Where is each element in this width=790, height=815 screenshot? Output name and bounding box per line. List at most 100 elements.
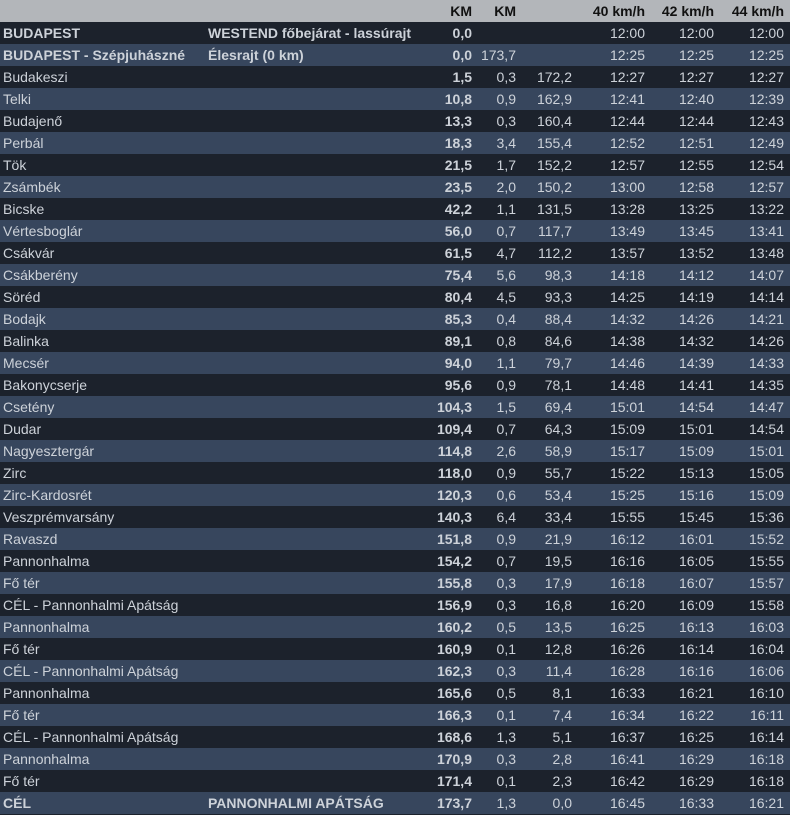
- station-name: Budajenő: [3, 113, 63, 129]
- km-remaining: 11,4: [545, 663, 572, 679]
- time-40kmh: 12:00: [609, 25, 645, 41]
- time-40kmh: 16:33: [609, 685, 645, 701]
- time-44kmh: 15:05: [748, 465, 784, 481]
- km-remaining: 17,9: [544, 575, 572, 591]
- km-segment: 0,7: [496, 421, 516, 437]
- time-44kmh: 14:33: [748, 355, 784, 371]
- time-44kmh: 14:26: [748, 333, 784, 349]
- station-name: Pannonhalma: [3, 553, 90, 569]
- km-segment: 1,1: [496, 355, 516, 371]
- table-row: Perbál 18,3 3,4 155,4 12:52 12:51 12:49: [0, 132, 790, 154]
- table-row: Pannonhalma 154,2 0,7 19,5 16:16 16:05 15:55: [0, 550, 790, 572]
- km-segment: 0,9: [496, 465, 516, 481]
- km-remaining: 160,4: [536, 113, 572, 129]
- time-44kmh: 13:41: [748, 223, 784, 239]
- time-42kmh: 16:29: [678, 751, 714, 767]
- header-km2: KM: [494, 3, 516, 19]
- time-44kmh: 16:04: [748, 641, 784, 657]
- km-remaining: 131,5: [536, 201, 572, 217]
- time-42kmh: 13:52: [678, 245, 714, 261]
- km-segment: 6,4: [496, 509, 516, 525]
- time-44kmh: 15:58: [748, 597, 784, 613]
- km-segment: 2,6: [496, 443, 516, 459]
- time-42kmh: 14:26: [678, 311, 714, 327]
- time-42kmh: 16:25: [678, 729, 714, 745]
- time-44kmh: 16:06: [748, 663, 784, 679]
- table-row: Mecsér 94,0 1,1 79,7 14:46 14:39 14:33: [0, 352, 790, 374]
- time-42kmh: 12:00: [678, 25, 714, 41]
- km-remaining: 21,9: [544, 531, 572, 547]
- km-cumulative: 155,8: [436, 575, 472, 591]
- km-cumulative: 23,5: [444, 179, 472, 195]
- station-name: Csákvár: [3, 245, 55, 261]
- station-name: CÉL - Pannonhalmi Apátság: [3, 597, 179, 613]
- time-44kmh: 16:18: [748, 751, 784, 767]
- table-row: Fő tér 171,4 0,1 2,3 16:42 16:29 16:18: [0, 770, 790, 792]
- km-remaining: 8,1: [552, 685, 572, 701]
- table-row: BUDAPEST WESTEND főbejárat - lassúrajt 0,0…: [0, 22, 790, 44]
- table-header: KM KM 40 km/h 42 km/h 44 km/h: [0, 0, 790, 22]
- km-cumulative: 0,0: [452, 47, 472, 63]
- km-remaining: 79,7: [544, 355, 572, 371]
- km-remaining: 0,0: [552, 795, 572, 811]
- time-44kmh: 12:00: [748, 25, 784, 41]
- km-cumulative: 89,1: [444, 333, 472, 349]
- km-cumulative: 75,4: [444, 267, 472, 283]
- km-cumulative: 168,6: [436, 729, 472, 745]
- km-remaining: 117,7: [538, 223, 572, 239]
- km-remaining: 58,9: [544, 443, 572, 459]
- km-cumulative: 42,2: [444, 201, 472, 217]
- time-44kmh: 15:09: [748, 487, 784, 503]
- table-row: Zirc 118,0 0,9 55,7 15:22 15:13 15:05: [0, 462, 790, 484]
- time-42kmh: 16:09: [678, 597, 714, 613]
- header-44kmh: 44 km/h: [731, 3, 784, 19]
- time-40kmh: 12:57: [609, 157, 645, 173]
- station-name: Bodajk: [3, 311, 46, 327]
- table-row: Bakonycserje 95,6 0,9 78,1 14:48 14:41 14:35: [0, 374, 790, 396]
- time-42kmh: 12:55: [678, 157, 714, 173]
- time-42kmh: 12:25: [678, 47, 714, 63]
- km-cumulative: 162,3: [436, 663, 472, 679]
- station-name: Fő tér: [3, 641, 40, 657]
- time-40kmh: 16:45: [609, 795, 645, 811]
- table-row: Nagyesztergár 114,8 2,6 58,9 15:17 15:09 15:01: [0, 440, 790, 462]
- km-cumulative: 0,0: [452, 25, 472, 41]
- km-remaining: 55,7: [544, 465, 572, 481]
- time-42kmh: 15:01: [678, 421, 714, 437]
- km-segment: 3,4: [496, 135, 516, 151]
- time-42kmh: 14:19: [678, 289, 714, 305]
- station-name: Perbál: [3, 135, 44, 151]
- time-40kmh: 14:38: [609, 333, 645, 349]
- station-name: Telki: [3, 91, 32, 107]
- station-name: Söréd: [3, 289, 41, 305]
- time-40kmh: 13:28: [609, 201, 645, 217]
- station-name: Vértesboglár: [3, 223, 83, 239]
- time-40kmh: 15:09: [609, 421, 645, 437]
- km-cumulative: 118,0: [437, 465, 472, 481]
- time-40kmh: 16:28: [609, 663, 645, 679]
- table-row: Budajenő 13,3 0,3 160,4 12:44 12:44 12:43: [0, 110, 790, 132]
- time-42kmh: 12:27: [678, 69, 714, 85]
- station-name: Fő tér: [3, 773, 40, 789]
- km-remaining: 33,4: [544, 509, 572, 525]
- km-remaining: 16,8: [544, 597, 572, 613]
- km-cumulative: 109,4: [436, 421, 472, 437]
- km-segment: 173,7: [480, 47, 516, 63]
- km-segment: 1,5: [496, 399, 516, 415]
- station-name: Tök: [3, 157, 27, 173]
- station-name: Zirc-Kardosrét: [3, 487, 92, 503]
- table-row: Pannonhalma 160,2 0,5 13,5 16:25 16:13 16:03: [0, 616, 790, 638]
- km-cumulative: 170,9: [436, 751, 472, 767]
- table-row: Pannonhalma 170,9 0,3 2,8 16:41 16:29 16:18: [0, 748, 790, 770]
- time-44kmh: 13:48: [748, 245, 784, 261]
- km-cumulative: 171,4: [436, 773, 472, 789]
- km-remaining: 2,8: [552, 751, 572, 767]
- km-segment: 0,5: [496, 685, 516, 701]
- table-row: Bodajk 85,3 0,4 88,4 14:32 14:26 14:21: [0, 308, 790, 330]
- km-remaining: 19,5: [544, 553, 572, 569]
- time-40kmh: 15:01: [609, 399, 645, 415]
- station-name: Mecsér: [3, 355, 49, 371]
- km-segment: 0,3: [496, 113, 516, 129]
- time-44kmh: 15:55: [748, 553, 784, 569]
